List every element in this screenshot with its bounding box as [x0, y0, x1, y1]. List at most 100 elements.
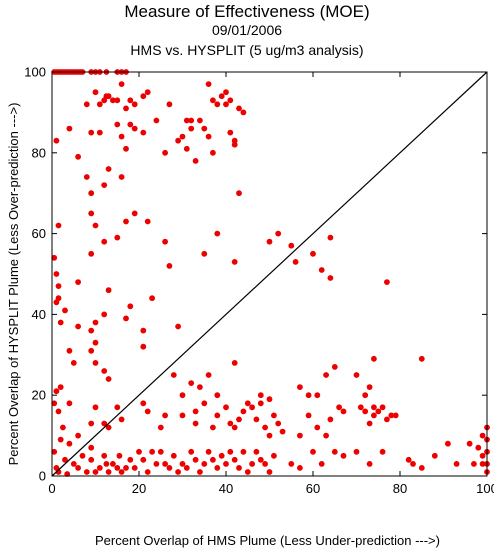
- data-point: [162, 461, 169, 467]
- data-point: [205, 448, 212, 455]
- data-point: [92, 319, 99, 326]
- data-point: [275, 420, 282, 427]
- data-point: [96, 101, 103, 108]
- diagonal-reference-line: [51, 71, 488, 477]
- data-point: [55, 222, 62, 229]
- data-point: [140, 400, 147, 407]
- data-point: [297, 465, 303, 471]
- data-point: [214, 230, 221, 237]
- data-point: [323, 372, 329, 378]
- data-point: [101, 182, 108, 189]
- y-tick-label: 60: [32, 226, 46, 241]
- data-point: [170, 372, 177, 378]
- data-point: [249, 461, 256, 467]
- data-point: [175, 137, 182, 144]
- data-point: [236, 465, 242, 471]
- data-point: [371, 412, 377, 419]
- data-point: [92, 339, 99, 346]
- data-point: [118, 174, 125, 180]
- data-point: [214, 101, 221, 108]
- data-point: [192, 408, 199, 415]
- plot-frame: [51, 71, 488, 477]
- data-point: [197, 469, 203, 475]
- data-point: [214, 392, 221, 399]
- data-point: [288, 461, 295, 467]
- data-point: [136, 448, 142, 455]
- chart-date: 09/01/2006: [211, 22, 283, 38]
- data-point: [175, 469, 182, 475]
- data-point: [297, 384, 303, 390]
- data-point: [110, 461, 116, 467]
- data-point: [231, 456, 238, 463]
- data-point: [144, 218, 151, 225]
- data-point: [92, 360, 99, 366]
- data-point: [114, 97, 121, 104]
- data-point: [327, 234, 334, 241]
- data-point: [418, 465, 425, 471]
- data-point: [162, 238, 169, 245]
- data-point: [123, 145, 129, 152]
- data-point: [83, 101, 90, 108]
- x-tick-label: 60: [306, 481, 320, 496]
- chart-subtitle: HMS vs. HYSPLIT (5 ug/m3 analysis): [130, 42, 364, 58]
- data-point: [140, 456, 147, 463]
- data-point: [314, 392, 321, 399]
- data-point: [192, 420, 199, 427]
- data-point: [357, 404, 364, 411]
- data-point: [62, 456, 68, 463]
- data-point: [188, 448, 195, 455]
- data-point: [227, 129, 234, 136]
- x-tick-label: 0: [48, 481, 55, 496]
- data-point: [244, 400, 251, 407]
- data-point: [88, 420, 95, 427]
- data-point: [379, 404, 386, 411]
- data-point: [79, 452, 86, 459]
- data-point: [305, 392, 312, 399]
- data-point: [262, 461, 268, 467]
- data-point: [183, 465, 190, 471]
- data-point: [70, 360, 77, 366]
- data-point: [118, 416, 125, 423]
- data-point: [88, 347, 95, 354]
- data-point: [240, 448, 247, 455]
- data-point: [75, 432, 81, 439]
- data-point: [310, 448, 316, 455]
- y-axis-label: Percent Overlap of HYSPLIT Plume (Less O…: [6, 103, 21, 466]
- data-point: [331, 448, 338, 455]
- data-point: [479, 461, 486, 467]
- data-point: [227, 97, 234, 104]
- data-point: [384, 279, 390, 285]
- data-point: [101, 452, 108, 459]
- data-point: [131, 101, 138, 108]
- data-point: [479, 452, 486, 459]
- data-point: [88, 456, 95, 463]
- data-point: [105, 287, 112, 294]
- data-point: [445, 440, 451, 447]
- data-point: [166, 101, 173, 108]
- data-point: [118, 469, 125, 475]
- data-point: [262, 424, 268, 431]
- data-point: [231, 424, 238, 431]
- data-point: [88, 210, 95, 217]
- data-point: [123, 315, 129, 322]
- data-point: [83, 174, 90, 180]
- data-point: [105, 166, 112, 172]
- data-point: [64, 471, 71, 477]
- y-tick-label: 80: [32, 145, 46, 160]
- data-point: [55, 283, 62, 289]
- data-point: [210, 456, 216, 463]
- data-point: [162, 149, 169, 156]
- data-point: [405, 456, 412, 463]
- data-point: [231, 137, 238, 144]
- data-point: [144, 89, 151, 96]
- data-point: [366, 420, 373, 427]
- data-point: [179, 461, 186, 467]
- data-point: [66, 347, 73, 354]
- data-point: [75, 323, 81, 330]
- data-point: [131, 210, 138, 217]
- data-point: [231, 360, 238, 366]
- data-point: [140, 343, 147, 350]
- data-point: [53, 271, 60, 277]
- data-point: [244, 469, 251, 475]
- y-tick-label: 40: [32, 307, 46, 322]
